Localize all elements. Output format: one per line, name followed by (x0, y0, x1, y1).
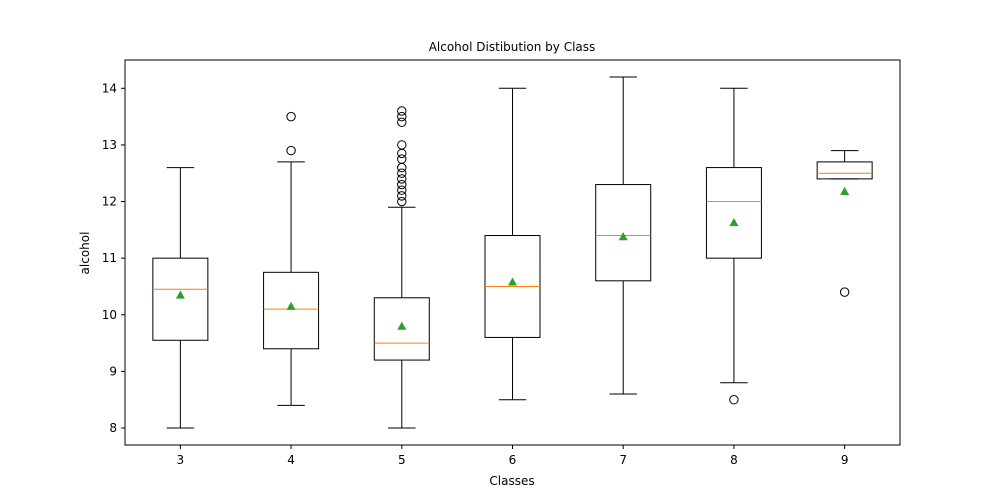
mean-marker (729, 217, 739, 227)
box-class-3 (152, 167, 209, 429)
outlier-point (397, 117, 407, 127)
x-tick-label: 3 (177, 453, 185, 467)
outlier-point (397, 106, 407, 116)
outlier-point (397, 148, 407, 159)
y-tick-label: 12 (102, 195, 117, 209)
outlier-point (397, 174, 407, 184)
x-axis-label: Classes (489, 474, 534, 488)
x-tick-label: 6 (509, 453, 517, 467)
x-tick-label: 7 (619, 453, 627, 467)
mean-marker (175, 290, 185, 299)
box-class-6 (484, 87, 541, 401)
y-tick-label: 14 (102, 81, 117, 95)
mean-marker (286, 301, 296, 310)
outlier-point (286, 145, 296, 156)
y-tick-label: 10 (102, 308, 117, 322)
box-class-8 (705, 87, 762, 405)
outlier-point (397, 191, 407, 201)
outlier-point (286, 111, 296, 122)
box-iqr (595, 184, 652, 282)
box-class-7 (595, 76, 652, 395)
x-tick-label: 9 (841, 453, 849, 467)
box-class-5 (373, 106, 430, 429)
x-tick-label: 8 (730, 453, 738, 467)
outlier-point (397, 154, 407, 164)
outlier-point (397, 162, 407, 173)
outlier-point (397, 168, 407, 178)
box-iqr (816, 161, 873, 180)
box-iqr (373, 297, 430, 361)
outlier-point (839, 287, 850, 297)
y-axis: 8 9 10 11 12 13 14 (102, 81, 125, 435)
box-iqr (705, 167, 762, 259)
mean-marker (508, 277, 517, 286)
y-tick-label: 8 (109, 421, 117, 435)
y-tick-label: 13 (102, 138, 117, 152)
plot-area (152, 76, 873, 429)
outlier-point (397, 196, 407, 207)
y-tick-label: 9 (109, 364, 117, 378)
box-iqr (263, 271, 320, 350)
outlier-point (397, 111, 407, 122)
x-tick-label: 4 (287, 453, 295, 467)
mean-marker (397, 321, 407, 330)
outlier-point (397, 185, 407, 195)
chart-title: Alcohol Distibution by Class (429, 40, 596, 54)
box-iqr (152, 257, 209, 341)
box-class-4 (263, 111, 320, 406)
x-axis: 3 4 5 6 7 8 9 (177, 445, 849, 467)
y-axis-label: alcohol (78, 232, 92, 275)
box-class-9 (816, 150, 873, 297)
outlier-point (397, 179, 407, 190)
y-tick-label: 11 (102, 251, 117, 265)
mean-marker (840, 186, 850, 195)
outlier-point (397, 140, 407, 150)
outlier-point (729, 395, 739, 405)
mean-marker (618, 232, 628, 241)
x-tick-label: 5 (398, 453, 406, 467)
